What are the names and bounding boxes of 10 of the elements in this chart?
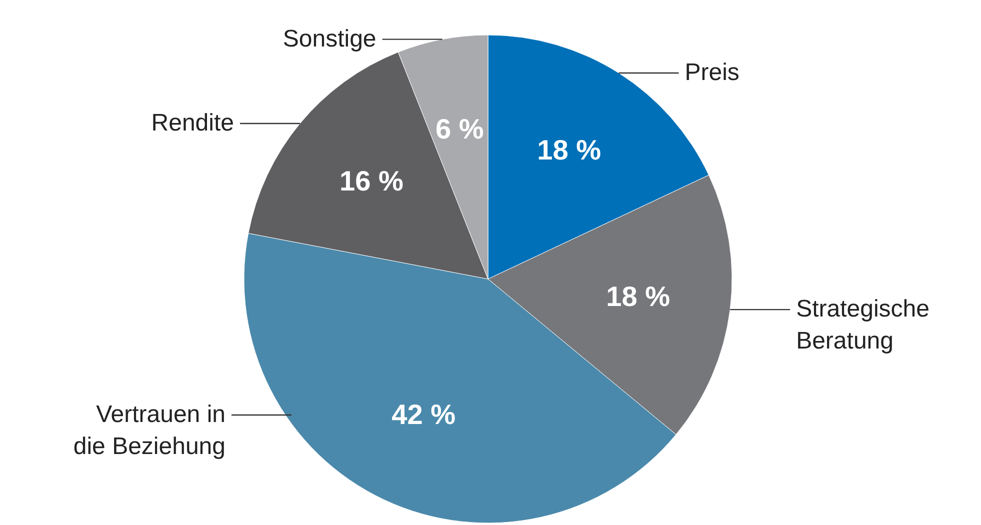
slice-label: Rendite bbox=[151, 109, 234, 136]
data-label: 42 % bbox=[392, 398, 456, 430]
data-label: 6 % bbox=[436, 113, 484, 144]
data-label: 18 % bbox=[537, 134, 602, 166]
data-label: 18 % bbox=[606, 280, 670, 312]
slice-label: Vertrauen in die Beziehung bbox=[73, 401, 226, 460]
slice-label: Sonstige bbox=[282, 25, 376, 52]
slice-label: Strategische Beratung bbox=[796, 296, 930, 355]
slice-label: Preis bbox=[684, 58, 740, 86]
data-label: 16 % bbox=[340, 166, 404, 197]
